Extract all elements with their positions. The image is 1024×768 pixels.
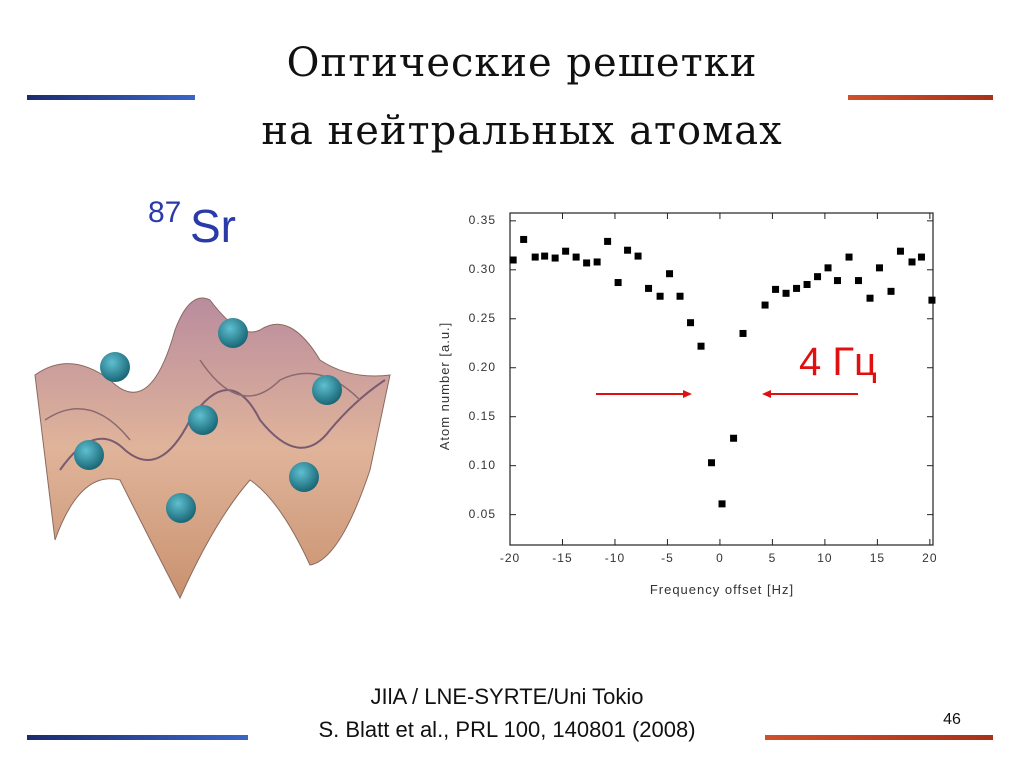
x-tick-label: -5 (661, 551, 674, 565)
x-tick-label: 20 (922, 551, 937, 565)
point (824, 264, 832, 272)
point (761, 301, 769, 309)
y-tick-label: 0.35 (469, 213, 496, 227)
y-tick-label: 0.10 (469, 458, 496, 472)
credit: JIlA / LNE-SYRTE/Uni Tokio (370, 684, 643, 709)
point (676, 292, 684, 300)
point (697, 342, 705, 350)
x-tick-label: -10 (605, 551, 625, 565)
point (614, 279, 622, 287)
point (520, 235, 528, 243)
point (583, 259, 591, 267)
point (656, 292, 664, 300)
page-number: 46 (943, 711, 961, 728)
deco-bar (27, 95, 195, 100)
point (509, 256, 517, 264)
arrow-head (683, 390, 692, 398)
point (917, 253, 925, 261)
x-axis-label: Frequency offset [Hz] (650, 582, 794, 597)
point (718, 500, 726, 508)
x-tick-label: -20 (500, 551, 520, 565)
point (562, 247, 570, 255)
point (928, 296, 936, 304)
y-axis-label: Atom number [a.u.] (437, 322, 452, 451)
y-tick-label: 0.25 (469, 311, 496, 325)
x-tick-label: 0 (716, 551, 724, 565)
point (739, 329, 747, 337)
point (687, 319, 695, 327)
point (730, 434, 738, 442)
point (645, 284, 653, 292)
point (604, 237, 612, 245)
point (854, 277, 862, 285)
point (833, 277, 841, 285)
point (896, 247, 904, 255)
point (814, 273, 822, 281)
chart: 0.05 0.10 0.15 0.20 0.25 0.30 0.35 -20 -15 -10 -5 0… (469, 213, 937, 565)
x-tick-label: 5 (769, 551, 777, 565)
point (866, 294, 874, 302)
deco-bar (848, 95, 993, 100)
point (551, 254, 559, 262)
point (541, 252, 549, 260)
plot-frame (509, 212, 934, 546)
point (708, 459, 716, 467)
isotope-mass: 87 (148, 196, 181, 229)
isotope-symbol: Sr (190, 200, 236, 252)
annotation: 4 Гц (799, 340, 877, 384)
point (624, 246, 632, 254)
point (572, 253, 580, 261)
point (531, 253, 539, 261)
point (875, 264, 883, 272)
y-tick-label: 0.15 (469, 409, 496, 423)
point (666, 270, 674, 278)
y-tick-label: 0.30 (469, 262, 496, 276)
point (634, 252, 642, 260)
point (803, 280, 811, 288)
point (793, 284, 801, 292)
point (593, 258, 601, 266)
title: на нейтральных атомах (261, 108, 782, 154)
credit: S. Blatt et al., PRL 100, 140801 (2008) (318, 717, 695, 742)
deco-bar (765, 735, 993, 740)
deco-bar (27, 735, 248, 740)
y-tick-label: 0.05 (469, 507, 496, 521)
arrow-head (762, 390, 771, 398)
point (845, 253, 853, 261)
point (772, 285, 780, 293)
point (887, 287, 895, 295)
x-tick-label: -15 (552, 551, 572, 565)
point (908, 258, 916, 266)
lattice-illustration (34, 297, 391, 600)
x-tick-label: 15 (870, 551, 885, 565)
x-tick-label: 10 (817, 551, 832, 565)
point (782, 289, 790, 297)
y-tick-label: 0.20 (469, 360, 496, 374)
title: Оптические решетки (287, 40, 758, 86)
